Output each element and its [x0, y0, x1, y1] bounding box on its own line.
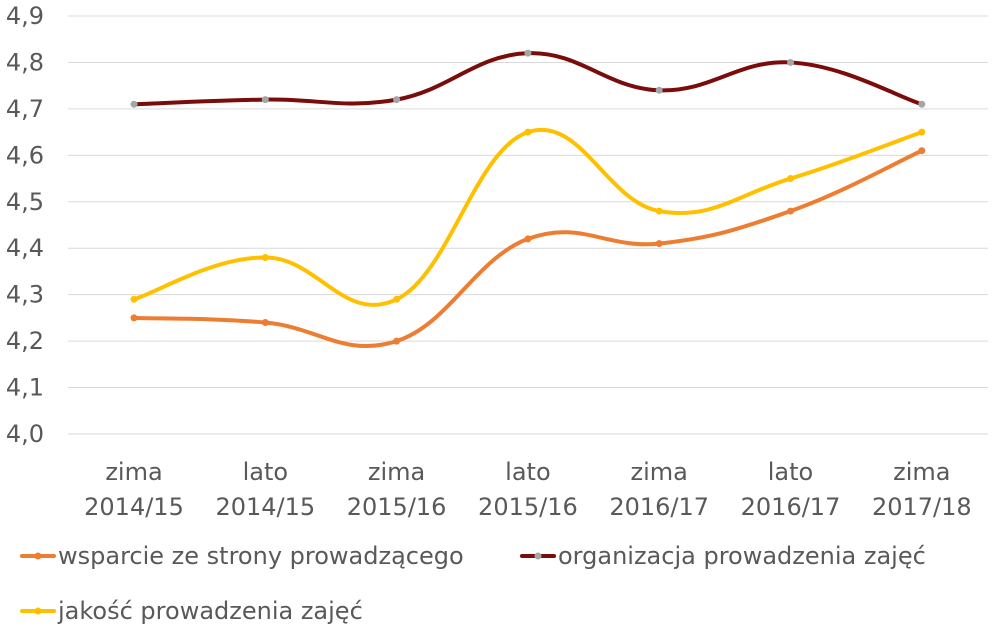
data-point — [787, 58, 794, 66]
x-tick-label: zima — [368, 458, 425, 486]
x-tick-label: lato — [243, 458, 288, 486]
data-point — [655, 207, 663, 215]
data-point — [393, 96, 401, 104]
data-point — [655, 86, 663, 94]
data-point — [261, 96, 269, 104]
legend-label: organizacja prowadzenia zajęć — [558, 542, 926, 570]
x-tick-label: lato — [505, 458, 550, 486]
y-tick-label: 4,2 — [6, 327, 44, 355]
data-point — [787, 175, 794, 183]
legend-marker — [34, 552, 42, 560]
y-tick-label: 4,3 — [6, 281, 44, 309]
legend-marker — [34, 607, 42, 615]
x-tick-label: 2016/17 — [741, 493, 841, 521]
data-point — [261, 254, 269, 262]
x-tick-label: lato — [768, 458, 813, 486]
legend-item: wsparcie ze strony prowadzącego — [20, 542, 464, 570]
legend: wsparcie ze strony prowadzącego organizac… — [20, 542, 926, 625]
series-lines — [130, 49, 926, 349]
data-point — [655, 240, 663, 248]
data-point — [524, 128, 532, 136]
y-tick-label: 4,1 — [6, 374, 44, 402]
data-point — [130, 314, 138, 322]
series-line — [132, 127, 924, 307]
x-tick-label: 2016/17 — [609, 493, 709, 521]
data-point — [524, 235, 532, 243]
legend-item: organizacja prowadzenia zajęć — [520, 542, 926, 570]
x-tick-label: 2015/16 — [478, 493, 578, 521]
gridlines — [68, 15, 988, 435]
series-2 — [130, 49, 926, 108]
data-point — [261, 319, 269, 327]
data-point — [393, 295, 401, 303]
data-point — [918, 100, 926, 108]
x-tick-label: 2017/18 — [872, 493, 972, 521]
x-tick-label: zima — [105, 458, 162, 486]
legend-label: wsparcie ze strony prowadzącego — [58, 542, 464, 570]
data-point — [130, 100, 138, 108]
x-axis: zima 2014/15 lato 2014/15 zima 2015/16 lato 201… — [84, 458, 972, 521]
data-point — [918, 147, 926, 155]
x-tick-label: zima — [893, 458, 950, 486]
series-3 — [130, 127, 926, 307]
data-point — [130, 295, 138, 303]
y-tick-label: 4,8 — [6, 48, 44, 76]
data-point — [787, 207, 794, 215]
x-tick-label: 2015/16 — [347, 493, 447, 521]
y-tick-label: 4,6 — [6, 141, 44, 169]
x-tick-label: 2014/15 — [215, 493, 315, 521]
y-tick-label: 4,9 — [6, 2, 44, 30]
legend-marker — [534, 552, 542, 560]
data-point — [524, 49, 532, 57]
series-1 — [130, 147, 926, 349]
y-axis: 4,0 4,1 4,2 4,3 4,4 4,5 4,6 4,7 4,8 4,9 — [6, 2, 44, 448]
y-tick-label: 4,0 — [6, 420, 44, 448]
x-tick-label: zima — [631, 458, 688, 486]
legend-item: jakość prowadzenia zajęć — [20, 597, 363, 625]
y-tick-label: 4,4 — [6, 234, 44, 262]
y-tick-label: 4,5 — [6, 188, 44, 216]
data-point — [393, 337, 401, 345]
legend-label: jakość prowadzenia zajęć — [57, 597, 363, 625]
y-tick-label: 4,7 — [6, 95, 44, 123]
series-line — [132, 51, 924, 107]
x-tick-label: 2014/15 — [84, 493, 184, 521]
data-point — [918, 128, 926, 136]
